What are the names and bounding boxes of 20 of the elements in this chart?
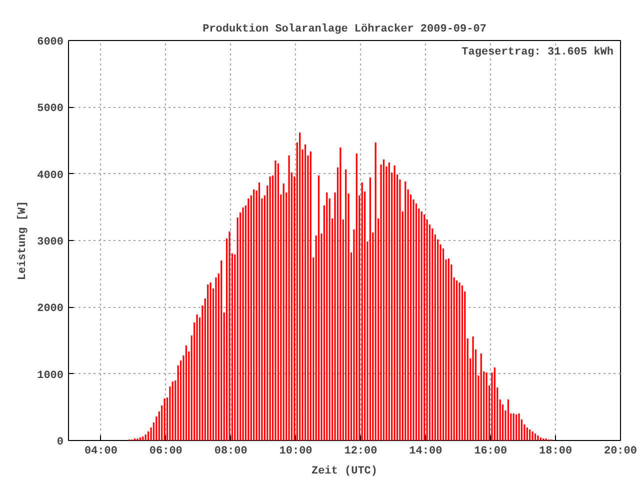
annotation: Tagesertrag: 31.605 kWh <box>462 46 614 58</box>
y-tick-label: 5000 <box>37 103 64 116</box>
x-tick-label: 08:00 <box>214 446 248 458</box>
y-axis-title: Leistung [W] <box>17 200 30 280</box>
x-tick-label: 20:00 <box>604 446 638 458</box>
x-tick-label: 06:00 <box>149 446 182 458</box>
x-tick-label: 14:00 <box>409 446 442 458</box>
y-tick-label: 1000 <box>37 370 64 382</box>
x-tick-label: 10:00 <box>279 446 312 458</box>
y-tick-label: 6000 <box>37 36 64 48</box>
x-axis-title: Zeit (UTC) <box>311 466 378 478</box>
y-tick-label: 2000 <box>37 303 64 316</box>
x-tick-label: 12:00 <box>344 446 378 458</box>
x-tick-label: 16:00 <box>474 446 508 458</box>
y-tick-label: 0 <box>56 436 64 448</box>
y-tick-label: 4000 <box>37 170 64 182</box>
x-tick-label: 18:00 <box>539 446 572 458</box>
y-tick-label: 3000 <box>37 236 64 248</box>
chart-title: Produktion Solaranlage Löhracker 2009-09-07 <box>202 24 486 36</box>
x-tick-label: 04:00 <box>84 446 118 458</box>
